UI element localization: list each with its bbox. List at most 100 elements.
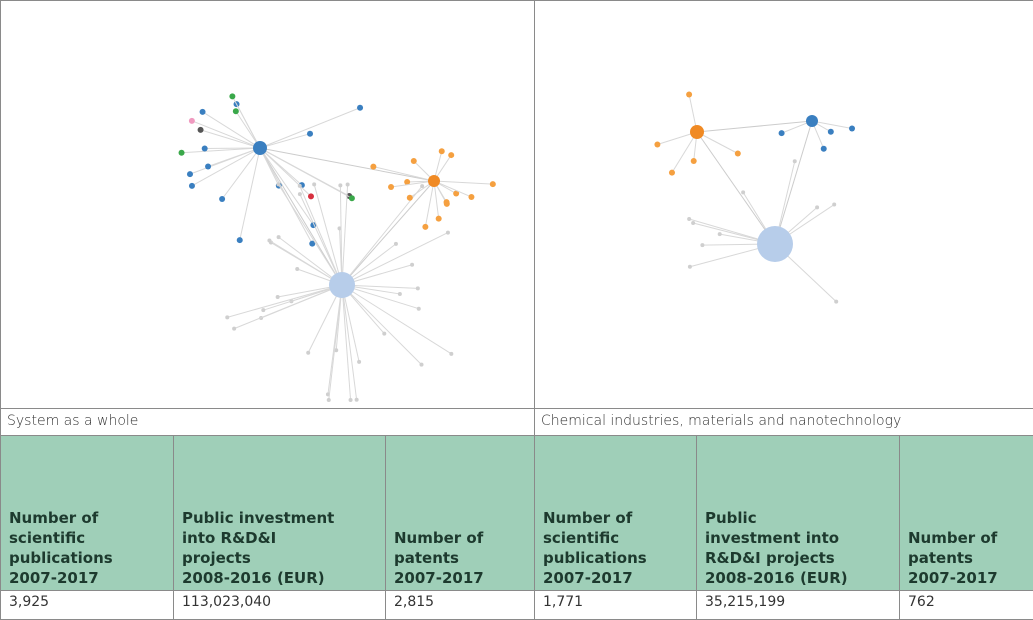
edge <box>339 185 343 286</box>
edge <box>696 131 776 245</box>
hub-node <box>329 272 355 298</box>
hub-node <box>757 226 793 262</box>
node <box>654 141 661 148</box>
edge <box>373 166 435 182</box>
cell-value: 2,815 <box>385 590 535 620</box>
node <box>334 348 339 353</box>
node <box>236 237 243 244</box>
edge <box>341 284 352 401</box>
edge <box>774 120 813 245</box>
edge <box>259 147 353 199</box>
edge <box>433 180 472 198</box>
edge <box>259 133 311 149</box>
edge <box>259 147 343 286</box>
edge <box>341 284 419 310</box>
node <box>219 195 226 202</box>
node <box>261 308 266 313</box>
edge <box>390 180 435 188</box>
edge <box>221 147 261 200</box>
node <box>357 359 362 364</box>
cell-value: 35,215,199 <box>696 590 900 620</box>
node <box>337 226 342 231</box>
edge <box>231 96 261 149</box>
node <box>197 126 204 133</box>
node <box>295 267 300 272</box>
node <box>232 108 239 115</box>
node <box>307 130 314 137</box>
column-header: Number of patents 2007-2017 <box>899 435 1033 591</box>
node <box>229 93 236 100</box>
node <box>188 182 195 189</box>
edge <box>433 180 440 219</box>
node <box>422 223 429 230</box>
edge <box>424 180 435 228</box>
node <box>186 171 193 178</box>
node <box>312 182 317 187</box>
hub-node <box>428 175 440 187</box>
node <box>297 183 302 188</box>
node <box>700 243 705 248</box>
node <box>438 148 445 155</box>
edge <box>313 184 343 286</box>
node <box>468 193 475 200</box>
node <box>849 125 856 132</box>
network-graphs <box>178 91 856 402</box>
node <box>306 350 311 355</box>
node <box>370 163 377 170</box>
edge <box>341 184 349 286</box>
edge <box>239 147 261 241</box>
node <box>453 190 460 197</box>
node <box>687 264 692 269</box>
node <box>205 163 212 170</box>
edge <box>433 180 493 185</box>
edge <box>191 147 261 187</box>
column-header: Public investment into R&D&I projects 20… <box>696 435 900 591</box>
node <box>717 232 722 237</box>
node <box>307 193 314 200</box>
node <box>276 235 281 240</box>
column-header: Public investment into R&D&I projects 20… <box>173 435 386 591</box>
node <box>357 104 364 111</box>
edge <box>811 120 853 129</box>
node <box>397 291 402 296</box>
node <box>276 182 281 187</box>
node <box>435 215 442 222</box>
node <box>827 128 834 135</box>
node <box>348 195 355 202</box>
cell-value: 1,771 <box>534 590 697 620</box>
node <box>445 230 450 235</box>
edge <box>696 131 739 154</box>
cell-value: 762 <box>899 590 1033 620</box>
node <box>686 91 693 98</box>
node <box>690 157 697 164</box>
node <box>416 306 421 311</box>
node <box>188 117 195 124</box>
node <box>297 192 302 197</box>
node <box>406 194 413 201</box>
node <box>778 130 785 137</box>
node <box>419 362 424 367</box>
edge <box>299 193 343 286</box>
edge <box>207 147 261 167</box>
node <box>448 152 455 159</box>
node <box>449 351 454 356</box>
edge <box>341 284 358 400</box>
node <box>410 262 415 267</box>
node <box>326 398 331 402</box>
edge <box>341 284 360 362</box>
node <box>734 150 741 157</box>
node <box>687 217 692 222</box>
hub-node <box>806 115 818 127</box>
node <box>415 286 420 291</box>
node <box>354 397 359 402</box>
node <box>404 179 411 186</box>
edge <box>341 284 452 355</box>
edge <box>181 147 261 154</box>
edge <box>299 185 343 286</box>
edge <box>200 129 261 149</box>
cell-value: 3,925 <box>0 590 174 620</box>
edge <box>235 110 261 149</box>
node <box>348 398 353 402</box>
node <box>345 182 350 187</box>
